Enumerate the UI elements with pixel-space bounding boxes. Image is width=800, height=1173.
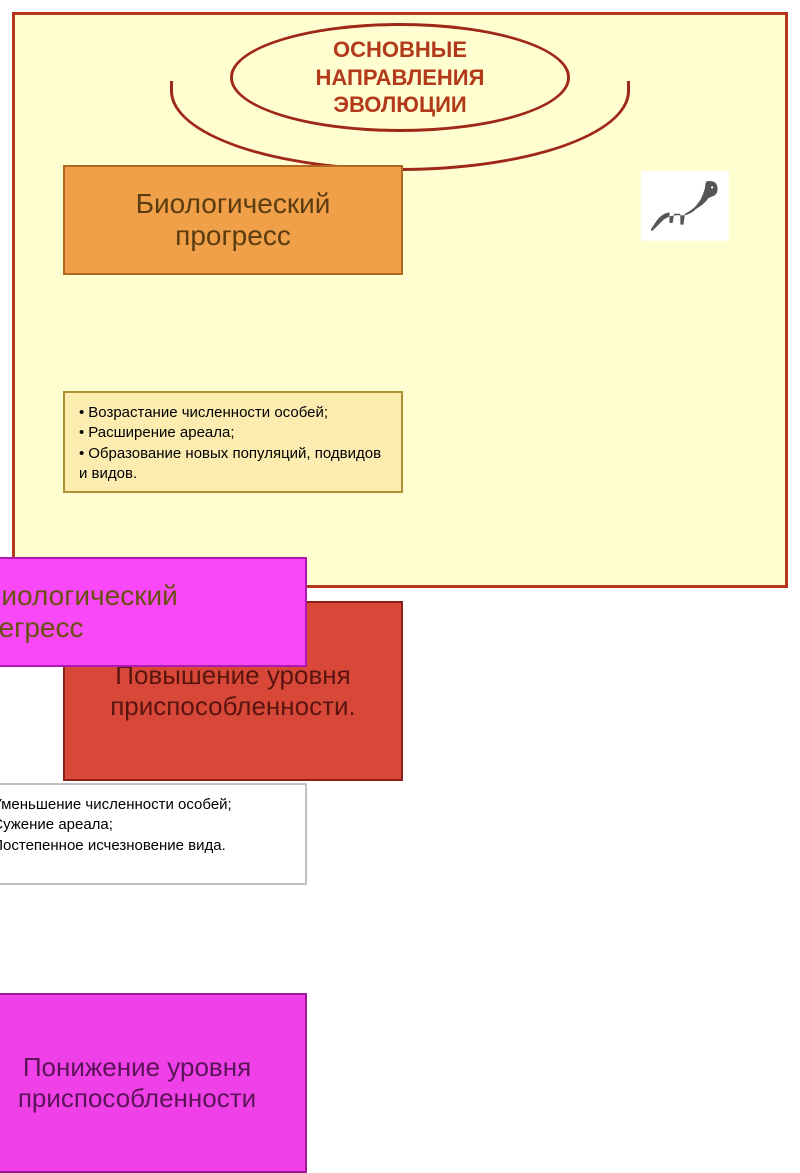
root-line1: ОСНОВНЫЕ xyxy=(263,36,537,64)
list-item: Образование новых популяций, подвидов и … xyxy=(79,444,387,485)
list-item: Уменьшение численности особей; xyxy=(0,795,291,815)
right-heading-box: Биологический регресс xyxy=(0,557,307,667)
dinosaur-path xyxy=(651,181,718,231)
root-line2: НАПРАВЛЕНИЯ xyxy=(263,64,537,92)
list-item: Постепенное исчезновение вида. xyxy=(0,836,291,856)
dinosaur-icon xyxy=(641,171,729,241)
left-summary-text: Повышение уровня приспособленности. xyxy=(79,660,387,722)
left-list-box: Возрастание численности особей; Расширен… xyxy=(63,391,403,493)
right-bullet-list: Уменьшение численности особей; Сужение а… xyxy=(0,795,291,856)
list-item: Расширение ареала; xyxy=(79,423,387,443)
right-heading-l1: Биологический xyxy=(0,580,291,612)
left-bullet-list: Возрастание численности особей; Расширен… xyxy=(79,403,387,484)
right-summary-text: Понижение уровня приспособленности xyxy=(0,1052,291,1114)
dinosaur-eye xyxy=(711,186,713,188)
right-summary-box: Понижение уровня приспособленности xyxy=(0,993,307,1173)
right-heading-l2: регресс xyxy=(0,612,291,644)
left-heading-l2: прогресс xyxy=(79,220,387,252)
root-line3: ЭВОЛЮЦИИ xyxy=(263,91,537,119)
list-item: Сужение ареала; xyxy=(0,815,291,835)
outer-frame: ОСНОВНЫЕ НАПРАВЛЕНИЯ ЭВОЛЮЦИИ Биологичес… xyxy=(12,12,788,588)
list-item: Возрастание численности особей; xyxy=(79,403,387,423)
left-heading-box: Биологический прогресс xyxy=(63,165,403,275)
left-heading-l1: Биологический xyxy=(79,188,387,220)
right-list-box: Уменьшение численности особей; Сужение а… xyxy=(0,783,307,885)
root-node: ОСНОВНЫЕ НАПРАВЛЕНИЯ ЭВОЛЮЦИИ xyxy=(230,23,570,132)
